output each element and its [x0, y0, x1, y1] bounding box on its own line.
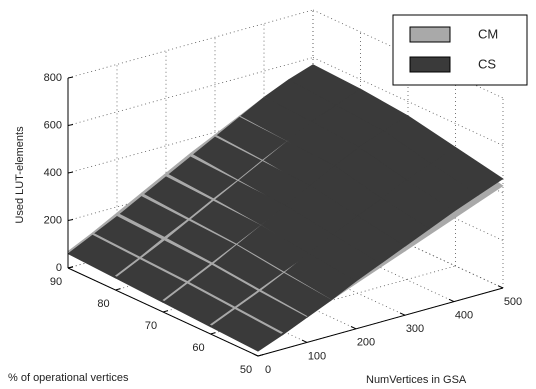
tick-mark	[67, 171, 74, 174]
z-axis-label: Used LUT-elements	[14, 126, 26, 224]
legend-box	[392, 14, 528, 86]
y-axis-label: % of operational vertices	[8, 372, 129, 384]
x-tick-label: 500	[504, 296, 522, 308]
x-tick-label: 300	[406, 323, 424, 335]
tick-mark	[497, 285, 504, 289]
tick-mark	[115, 288, 121, 291]
z-tick-label: 0	[56, 262, 62, 274]
tick-mark	[162, 310, 169, 313]
tick-mark	[350, 326, 357, 330]
y-tick-label: 60	[192, 342, 204, 354]
tick-mark	[67, 219, 74, 221]
x-tick-label: 400	[455, 310, 473, 322]
tick-mark	[399, 312, 406, 316]
tick-mark	[448, 298, 455, 303]
z-tick-label: 800	[44, 72, 62, 84]
tick-mark	[67, 76, 74, 79]
surface-patch	[209, 309, 284, 352]
y-tick-label: 80	[97, 298, 109, 310]
y-tick-label: 90	[50, 276, 62, 288]
tick-mark	[257, 354, 264, 357]
tick-mark	[210, 332, 216, 335]
x-axis	[257, 287, 504, 357]
tick-mark	[252, 353, 259, 357]
x-tick-label: 0	[265, 364, 271, 376]
tick-mark	[67, 124, 74, 126]
grid-line	[312, 57, 504, 146]
legend-label: CM	[478, 26, 498, 41]
legend-swatch	[409, 56, 451, 73]
x-tick-label: 100	[308, 350, 326, 362]
z-tick-label: 600	[44, 119, 62, 131]
x-axis-label: NumVertices in GSA	[366, 374, 467, 386]
y-tick-label: 70	[145, 320, 157, 332]
y-tick-label: 50	[240, 364, 252, 376]
legend-label: CS	[478, 56, 496, 71]
z-tick-label: 200	[44, 214, 62, 226]
tick-mark	[301, 339, 308, 343]
legend-swatch	[409, 26, 451, 43]
tick-mark	[67, 266, 74, 269]
z-tick-label: 400	[44, 167, 62, 179]
x-tick-label: 200	[357, 337, 375, 349]
